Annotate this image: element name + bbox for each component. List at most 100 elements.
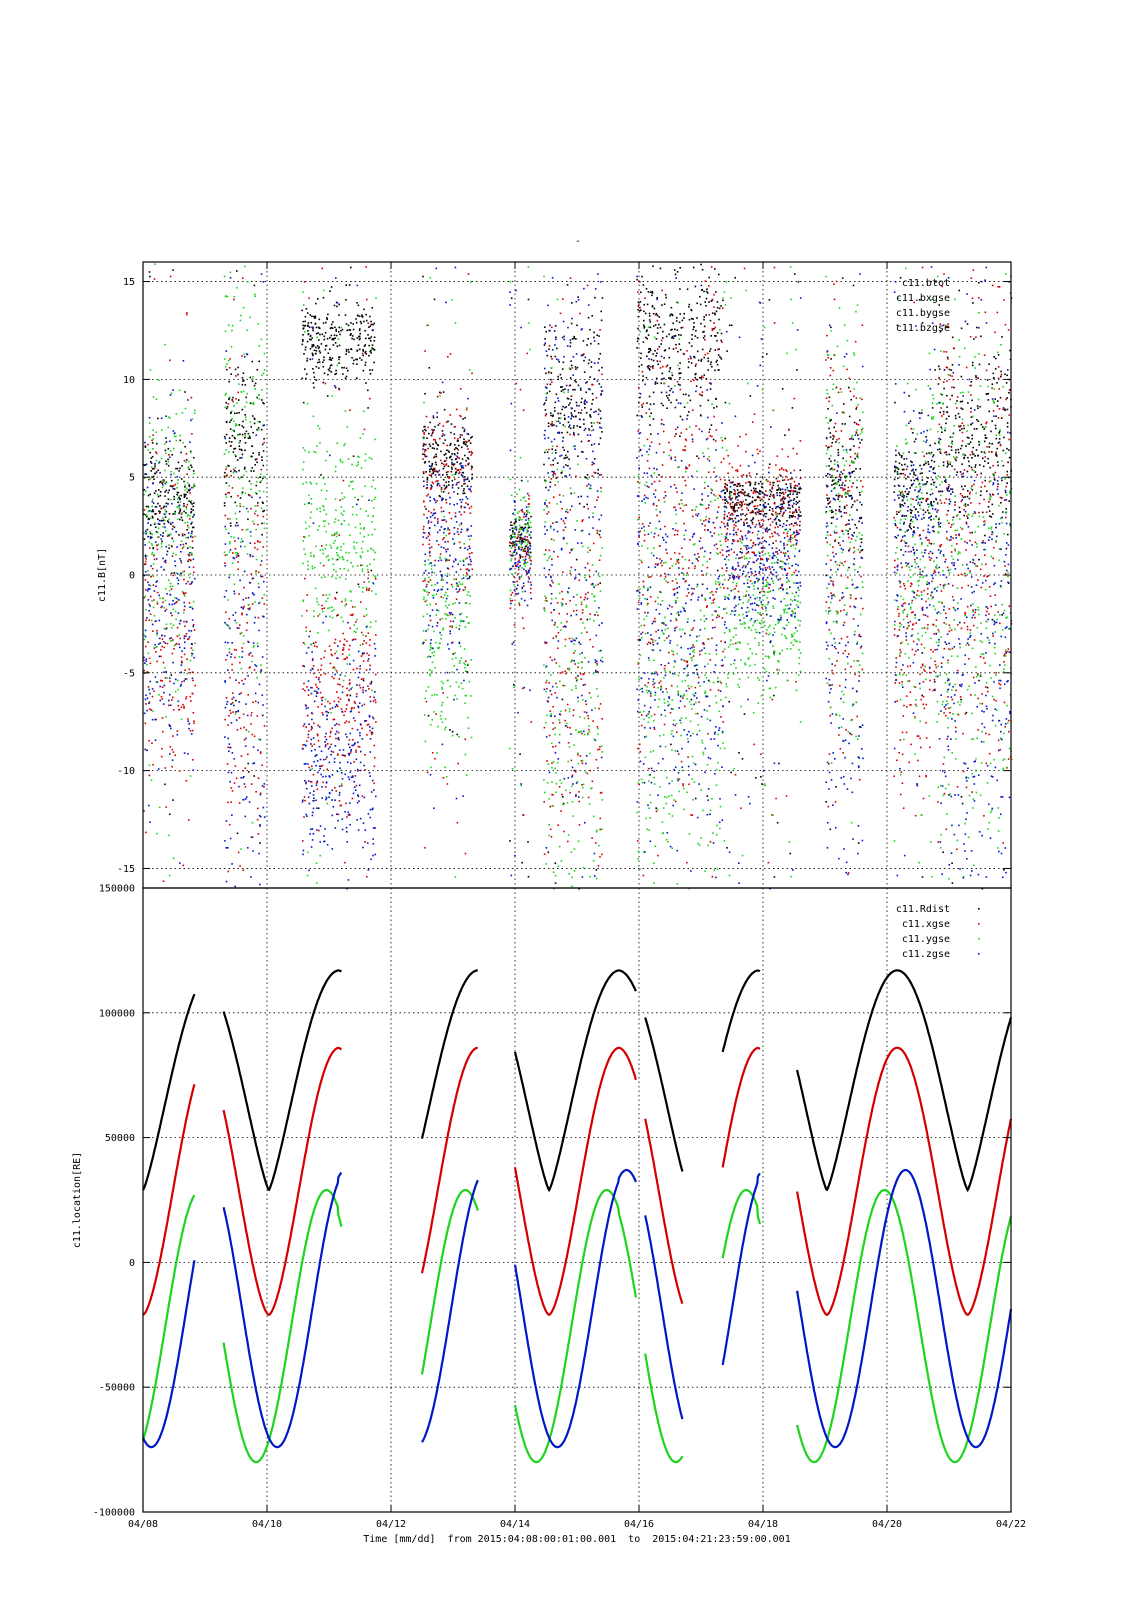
- data-point: [428, 443, 431, 446]
- data-point: [713, 407, 715, 409]
- data-point: [519, 388, 522, 391]
- data-point: [181, 547, 184, 549]
- data-point: [313, 376, 316, 378]
- data-point: [558, 612, 560, 615]
- data-point: [257, 477, 259, 479]
- data-point: [593, 458, 596, 460]
- data-point: [336, 533, 338, 535]
- data-point: [160, 457, 163, 460]
- data-point: [351, 565, 354, 568]
- data-point: [351, 727, 354, 730]
- data-point: [423, 641, 425, 644]
- data-point: [340, 326, 343, 329]
- data-point: [358, 711, 360, 714]
- data-point: [233, 782, 236, 784]
- data-point: [467, 433, 470, 435]
- data-point: [519, 538, 521, 540]
- data-point: [596, 663, 598, 665]
- data-point: [224, 718, 226, 721]
- data-point: [459, 436, 461, 439]
- data-point: [592, 815, 595, 818]
- data-point: [237, 495, 239, 497]
- data-point: [460, 474, 463, 476]
- data-point: [251, 592, 254, 594]
- data-point: [184, 522, 186, 524]
- data-point: [554, 325, 557, 327]
- data-point: [427, 686, 430, 688]
- data-point: [154, 465, 156, 467]
- data-point: [241, 650, 244, 653]
- data-point: [548, 824, 550, 826]
- data-point: [528, 571, 530, 574]
- data-point: [318, 358, 320, 361]
- data-point: [547, 511, 550, 513]
- data-point: [582, 622, 584, 624]
- data-point: [312, 773, 315, 776]
- data-point: [252, 555, 254, 558]
- data-point: [583, 359, 585, 362]
- data-point: [185, 453, 188, 455]
- data-point: [357, 705, 359, 708]
- data-point: [469, 602, 471, 605]
- data-point: [584, 427, 587, 430]
- data-point: [175, 572, 178, 574]
- data-point: [526, 536, 529, 538]
- data-point: [543, 463, 545, 466]
- data-point: [243, 468, 246, 470]
- data-point: [243, 605, 245, 608]
- data-point: [371, 689, 373, 692]
- data-point: [253, 293, 256, 296]
- data-point: [230, 495, 232, 498]
- data-point: [185, 621, 188, 623]
- data-point: [574, 639, 576, 642]
- data-point: [465, 694, 467, 697]
- data-point: [161, 540, 163, 543]
- data-point: [331, 606, 333, 609]
- data-point: [551, 781, 553, 783]
- data-point: [173, 682, 175, 685]
- data-point: [305, 781, 307, 784]
- data-point: [462, 465, 464, 467]
- data-point: [513, 575, 515, 578]
- data-point: [313, 371, 315, 374]
- data-point: [337, 819, 339, 822]
- data-point: [466, 568, 469, 570]
- data-point: [364, 769, 366, 771]
- data-point: [439, 391, 441, 394]
- data-point: [247, 694, 249, 696]
- data-point: [344, 773, 346, 776]
- data-point: [305, 762, 307, 765]
- data-point: [447, 527, 449, 529]
- data-point: [545, 499, 547, 502]
- data-point: [571, 766, 574, 769]
- data-point: [185, 461, 188, 464]
- data-point: [337, 753, 339, 755]
- data-point: [162, 557, 164, 560]
- data-point: [550, 585, 552, 587]
- data-point: [571, 415, 573, 417]
- data-point: [662, 404, 664, 407]
- data-point: [509, 541, 511, 544]
- data-point: [596, 664, 598, 666]
- data-point: [518, 540, 520, 543]
- data-point: [445, 501, 448, 504]
- data-point: [430, 467, 433, 470]
- data-point: [429, 615, 431, 617]
- data-point: [232, 451, 235, 453]
- data-point: [600, 490, 602, 493]
- data-point: [240, 667, 243, 670]
- data-point: [333, 569, 335, 571]
- data-point: [190, 396, 193, 399]
- data-point: [327, 629, 330, 632]
- data-point: [339, 749, 341, 751]
- data-point: [262, 424, 265, 427]
- data-point: [225, 659, 227, 661]
- data-point: [471, 568, 474, 571]
- data-point: [254, 382, 257, 385]
- data-point: [521, 586, 524, 589]
- data-point: [302, 334, 304, 336]
- data-point: [236, 286, 238, 289]
- data-point: [600, 487, 602, 489]
- data-point: [230, 470, 232, 473]
- data-point: [512, 581, 515, 583]
